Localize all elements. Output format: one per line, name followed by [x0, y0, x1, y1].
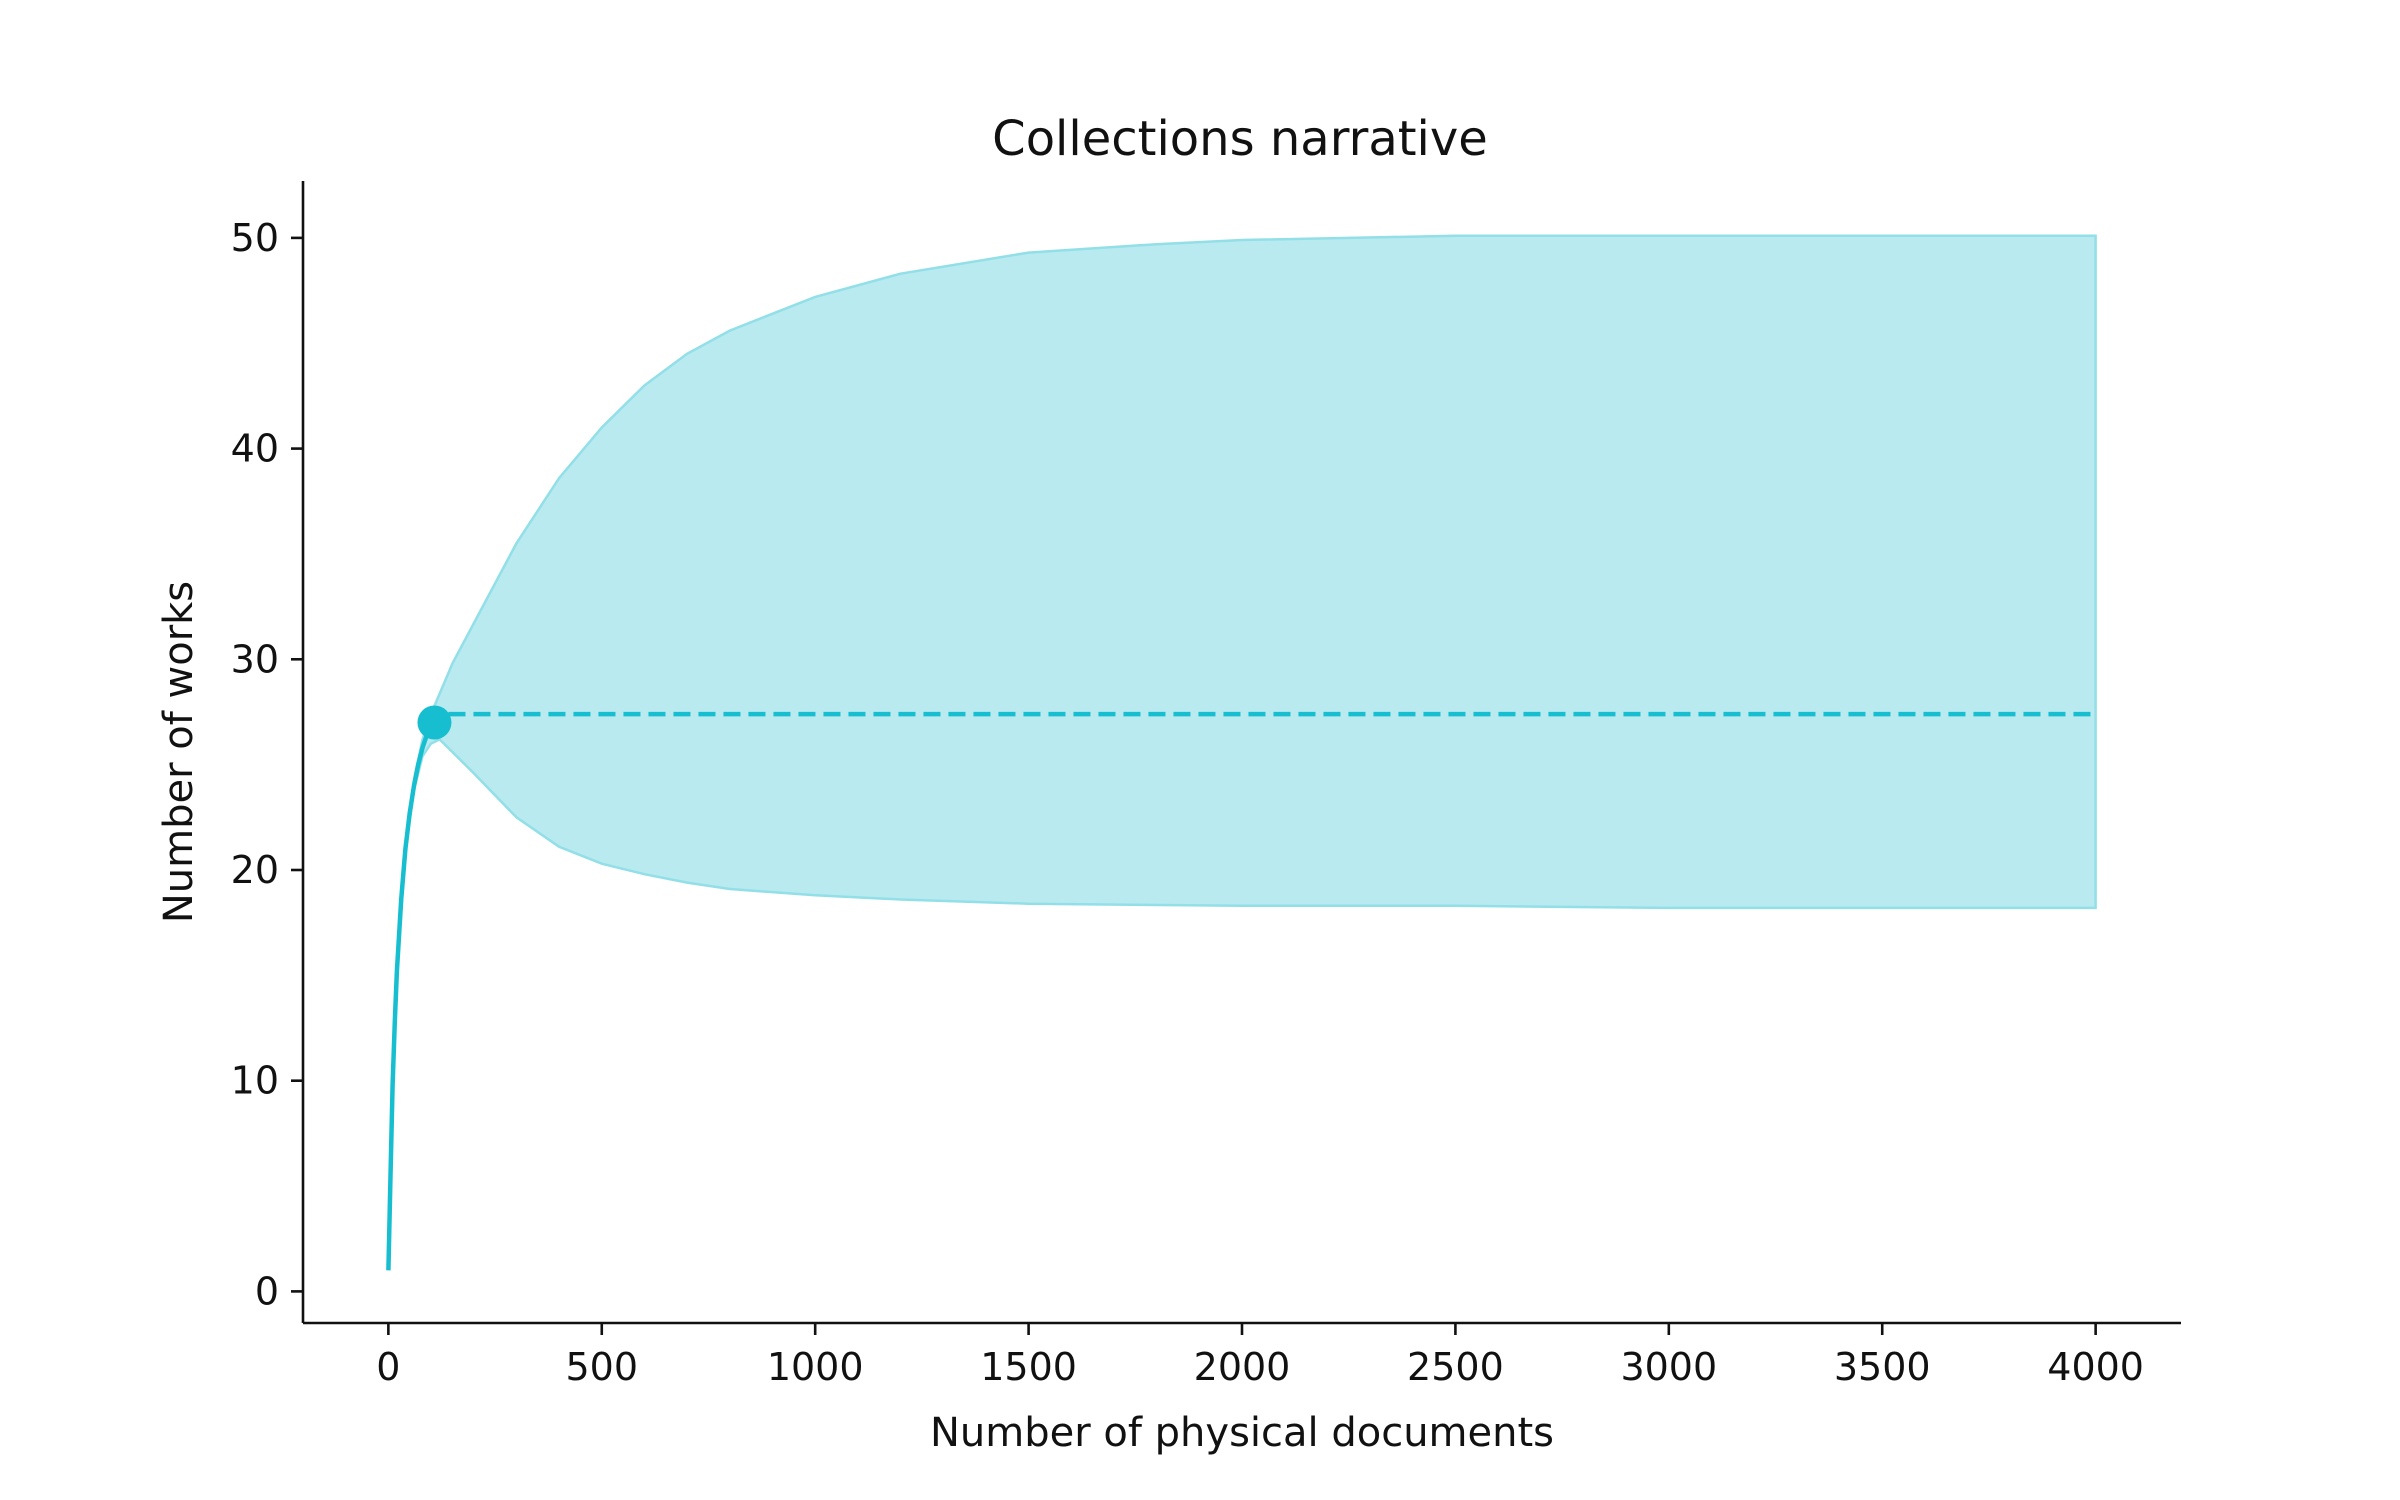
observed-curve: [386, 721, 437, 1271]
x-tick-label: 1000: [767, 1345, 864, 1389]
y-tick-label: 30: [231, 637, 279, 681]
x-tick-label: 3000: [1620, 1345, 1717, 1389]
ticks: 0 500 1000 1500 2000 2500 3000 3500 4000 0 10 20 30 4…: [231, 216, 2144, 1389]
y-tick-label: 20: [231, 848, 279, 892]
x-tick-label: 0: [376, 1345, 400, 1389]
y-axis-label: Number of works: [156, 581, 202, 923]
x-tick-label: 2000: [1194, 1345, 1291, 1389]
x-tick-label: 500: [566, 1345, 639, 1389]
x-tick-label: 1500: [980, 1345, 1077, 1389]
y-tick-label: 50: [231, 216, 279, 260]
x-tick-label: 3500: [1834, 1345, 1931, 1389]
y-tick-label: 40: [231, 427, 279, 471]
x-tick-label: 4000: [2047, 1345, 2144, 1389]
observed-point: [417, 705, 452, 740]
x-tick-label: 2500: [1407, 1345, 1504, 1389]
x-axis-label: Number of physical documents: [930, 1410, 1554, 1456]
confidence-band: [387, 234, 2097, 1271]
y-tick-label: 10: [231, 1059, 279, 1103]
chart-title: Collections narrative: [992, 111, 1488, 167]
plot-area: [386, 234, 2097, 1271]
y-tick-label: 0: [255, 1269, 279, 1313]
